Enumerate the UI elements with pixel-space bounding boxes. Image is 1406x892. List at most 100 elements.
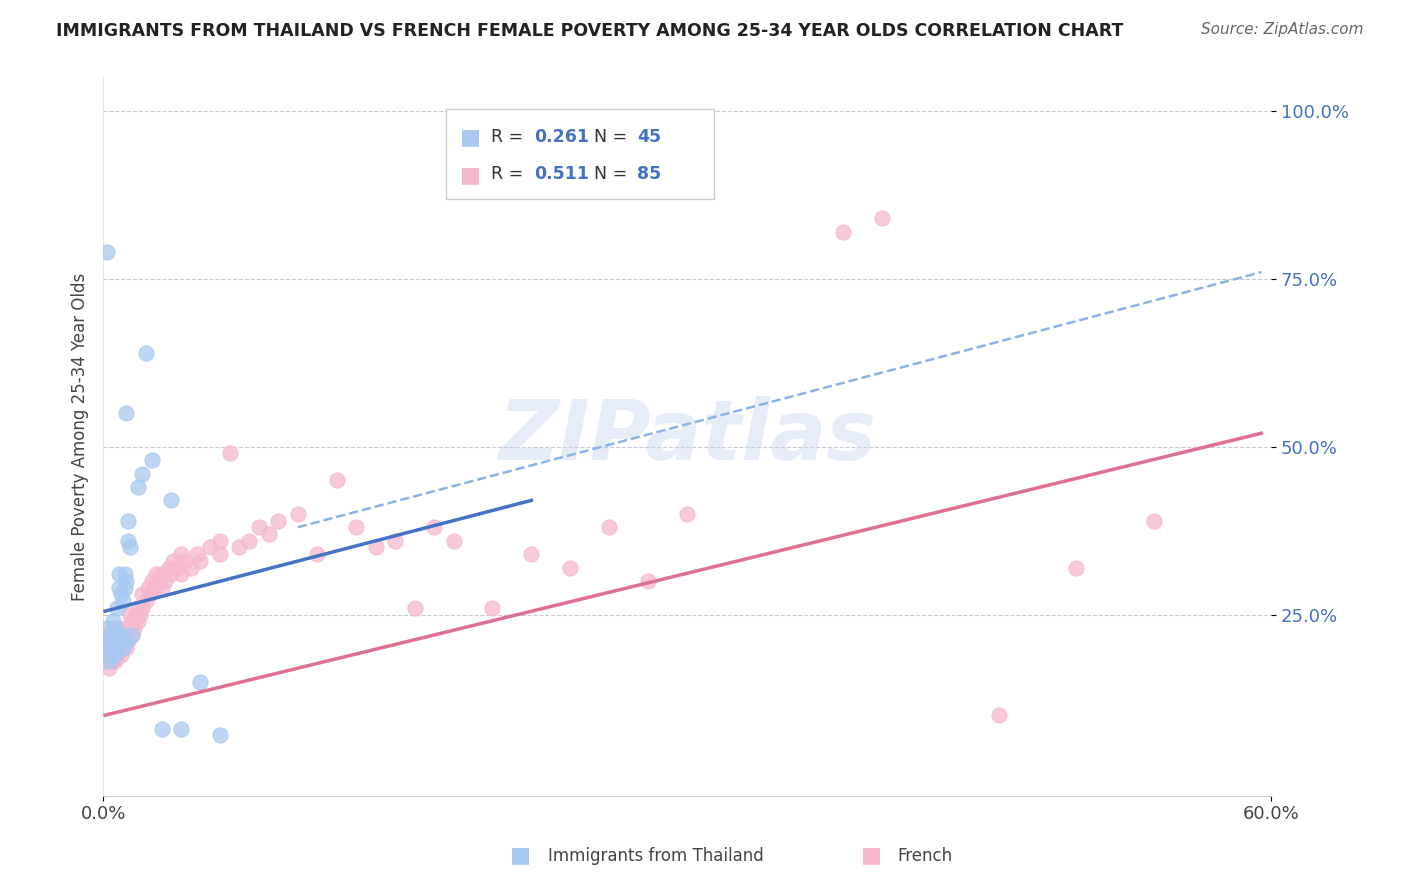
Point: [831, 225, 853, 239]
Point: [98, 641, 121, 656]
Point: [1066, 560, 1088, 574]
Point: [107, 567, 129, 582]
Point: [107, 641, 129, 656]
Point: [560, 560, 582, 574]
Text: ■: ■: [460, 165, 481, 185]
Point: [117, 634, 139, 648]
Point: [96, 627, 118, 641]
Point: [238, 533, 260, 548]
Point: [598, 520, 620, 534]
Point: [98, 661, 121, 675]
Point: [870, 211, 893, 226]
Point: [114, 634, 136, 648]
Point: [307, 547, 329, 561]
Point: [443, 533, 465, 548]
Point: [114, 567, 136, 582]
Point: [257, 527, 280, 541]
Point: [198, 541, 221, 555]
Text: ■: ■: [862, 846, 882, 865]
Point: [96, 655, 118, 669]
Point: [141, 453, 163, 467]
Point: [115, 574, 138, 588]
Point: [107, 634, 129, 648]
Point: [121, 614, 143, 628]
Point: [135, 345, 157, 359]
Point: [481, 600, 503, 615]
Point: [98, 655, 121, 669]
Point: [104, 655, 127, 669]
Point: [101, 614, 124, 628]
Point: [98, 627, 121, 641]
Point: [121, 627, 143, 641]
Point: [364, 541, 387, 555]
Point: [115, 634, 138, 648]
Point: [117, 533, 139, 548]
Point: [115, 641, 138, 656]
Point: [110, 627, 132, 641]
Point: [150, 567, 173, 582]
Text: French: French: [897, 847, 952, 865]
Text: 0.261: 0.261: [534, 128, 589, 145]
Point: [111, 627, 134, 641]
Point: [96, 634, 118, 648]
Point: [94, 641, 117, 656]
Point: [344, 520, 367, 534]
Point: [100, 648, 122, 662]
Point: [404, 600, 426, 615]
Point: [98, 648, 121, 662]
Text: R =: R =: [491, 165, 529, 183]
Point: [105, 648, 128, 662]
Point: [208, 547, 231, 561]
Point: [218, 446, 240, 460]
Point: [170, 722, 193, 736]
Point: [228, 541, 250, 555]
Point: [131, 587, 153, 601]
Text: 0.511: 0.511: [534, 165, 589, 183]
Point: [208, 533, 231, 548]
Point: [150, 722, 173, 736]
Point: [146, 574, 169, 588]
Point: [100, 634, 122, 648]
Point: [141, 574, 163, 588]
Point: [520, 547, 543, 561]
Text: R =: R =: [491, 128, 529, 145]
Point: [120, 541, 142, 555]
Point: [101, 655, 124, 669]
Y-axis label: Female Poverty Among 25-34 Year Olds: Female Poverty Among 25-34 Year Olds: [72, 272, 89, 600]
Point: [150, 581, 173, 595]
Point: [117, 514, 139, 528]
Point: [111, 641, 134, 656]
Point: [115, 406, 138, 420]
Point: [162, 554, 184, 568]
Text: Immigrants from Thailand: Immigrants from Thailand: [548, 847, 763, 865]
Text: 45: 45: [637, 128, 661, 145]
Point: [121, 627, 143, 641]
Point: [142, 581, 165, 595]
Point: [100, 634, 122, 648]
Point: [104, 641, 127, 656]
Point: [110, 634, 132, 648]
Text: ■: ■: [510, 846, 530, 865]
Point: [104, 634, 127, 648]
Point: [105, 641, 128, 656]
Point: [1143, 514, 1166, 528]
Point: [96, 648, 118, 662]
Point: [287, 507, 309, 521]
Point: [325, 473, 347, 487]
Point: [120, 607, 142, 622]
Point: [155, 574, 177, 588]
Point: [101, 627, 124, 641]
Point: [107, 627, 129, 641]
Point: [111, 594, 134, 608]
Point: [180, 560, 202, 574]
Point: [170, 547, 193, 561]
Point: [145, 567, 167, 582]
Point: [987, 708, 1010, 723]
Point: [94, 641, 117, 656]
Point: [190, 554, 212, 568]
Point: [170, 567, 193, 582]
Point: [186, 547, 208, 561]
Point: [111, 641, 134, 656]
Point: [127, 614, 149, 628]
Point: [105, 627, 128, 641]
